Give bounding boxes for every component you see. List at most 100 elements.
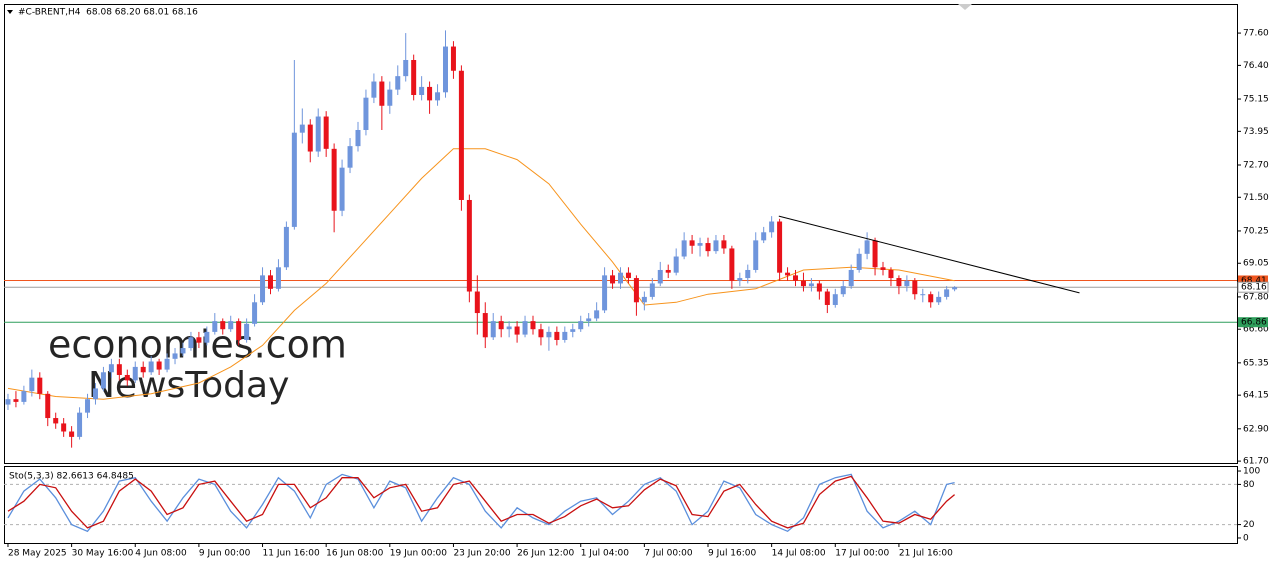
candle-body: [753, 240, 759, 270]
candle-body: [840, 286, 846, 295]
candle-body: [769, 221, 775, 233]
candle-body: [371, 81, 377, 98]
y-tick-label: 76.40: [1243, 61, 1269, 71]
candle-body: [705, 243, 711, 252]
y-tick-label: 75.15: [1243, 95, 1269, 105]
candle-body: [244, 323, 250, 340]
candle-body: [45, 393, 51, 419]
candle-body: [403, 59, 409, 77]
candle-body: [689, 240, 695, 246]
candle-body: [411, 59, 417, 95]
candle-body: [419, 86, 425, 95]
candle-body: [466, 199, 472, 292]
stoch-line: [7, 475, 956, 529]
candle-body: [896, 278, 902, 287]
candle-body: [220, 321, 226, 330]
candle-body: [490, 321, 496, 338]
candle-body: [228, 321, 234, 330]
y-tick-label: 100: [1243, 467, 1260, 477]
candle-body: [379, 81, 385, 106]
candle-body: [800, 280, 806, 287]
candle-body: [944, 289, 950, 297]
candle-body: [920, 294, 926, 296]
candle-body: [85, 399, 91, 413]
candle-body: [363, 97, 369, 130]
y-tick-label: 61.70: [1243, 457, 1269, 467]
candle-body: [506, 326, 512, 330]
candle-body: [562, 331, 568, 340]
candle-body: [824, 291, 830, 305]
candle-body: [888, 269, 894, 279]
candle-body: [713, 240, 719, 252]
level-tag: [1237, 281, 1269, 293]
candle-body: [299, 124, 305, 133]
level-label: 68.16: [1241, 283, 1267, 293]
candle-body: [721, 240, 727, 249]
stoch-panel: [4, 466, 1238, 544]
candle-body: [164, 358, 170, 370]
candle-body: [498, 321, 504, 330]
candle-body: [260, 275, 266, 303]
y-tick-label: 64.15: [1243, 391, 1269, 401]
y-tick-label: 66.60: [1243, 325, 1269, 335]
candle-body: [737, 278, 743, 281]
y-tick-label: 80: [1243, 480, 1255, 490]
candle-body: [880, 267, 886, 270]
candle-body: [69, 431, 75, 437]
y-tick-label: 71.50: [1243, 193, 1269, 203]
candle-body: [307, 124, 313, 152]
y-tick-label: 0: [1243, 533, 1249, 543]
candle-body: [435, 92, 441, 101]
candle-body: [856, 253, 862, 270]
candle-body: [936, 296, 942, 303]
x-tick-label: 19 Jun 00:00: [390, 549, 447, 559]
candle-body: [5, 399, 11, 405]
candle-body: [625, 272, 631, 279]
candle-body: [347, 146, 353, 168]
candle-body: [832, 294, 838, 305]
x-tick-label: 1 Jul 04:00: [581, 549, 630, 559]
candle-body: [275, 267, 281, 289]
candle-body: [952, 287, 958, 290]
y-tick-label: 70.25: [1243, 226, 1269, 236]
candle-body: [267, 275, 273, 289]
candle-body: [522, 321, 528, 335]
y-tick-label: 73.95: [1243, 127, 1269, 137]
candle-body: [745, 269, 751, 279]
candle-body: [904, 280, 910, 287]
candle-body: [633, 278, 639, 303]
candle-body: [912, 280, 918, 295]
candle-body: [594, 310, 600, 319]
candle-body: [610, 275, 616, 284]
candle-body: [649, 283, 655, 297]
candle-body: [355, 129, 361, 147]
candle-body: [570, 329, 576, 332]
candle-body: [172, 353, 178, 359]
candle-body: [450, 46, 456, 71]
candle-body: [777, 221, 783, 273]
candle-body: [53, 418, 59, 424]
x-tick-label: 9 Jul 16:00: [708, 549, 757, 559]
candle-body: [554, 331, 560, 340]
candle-body: [514, 326, 520, 335]
x-tick-label: 14 Jul 08:00: [772, 549, 826, 559]
candle-body: [323, 116, 329, 149]
candle-body: [140, 366, 146, 373]
candle-body: [387, 89, 393, 106]
candle-body: [196, 337, 202, 343]
menu-arrow: [7, 10, 13, 14]
candle-body: [665, 269, 671, 273]
x-tick-label: 4 Jun 08:00: [135, 549, 187, 559]
candle-body: [331, 148, 337, 211]
candle-body: [108, 364, 114, 373]
candle-body: [236, 321, 242, 340]
candle-body: [872, 240, 878, 268]
candle-body: [204, 331, 210, 343]
x-tick-label: 11 Jun 16:00: [263, 549, 320, 559]
candle-body: [77, 412, 83, 437]
candle-body: [641, 296, 647, 303]
candle-body: [13, 399, 19, 402]
candle-body: [188, 337, 194, 349]
